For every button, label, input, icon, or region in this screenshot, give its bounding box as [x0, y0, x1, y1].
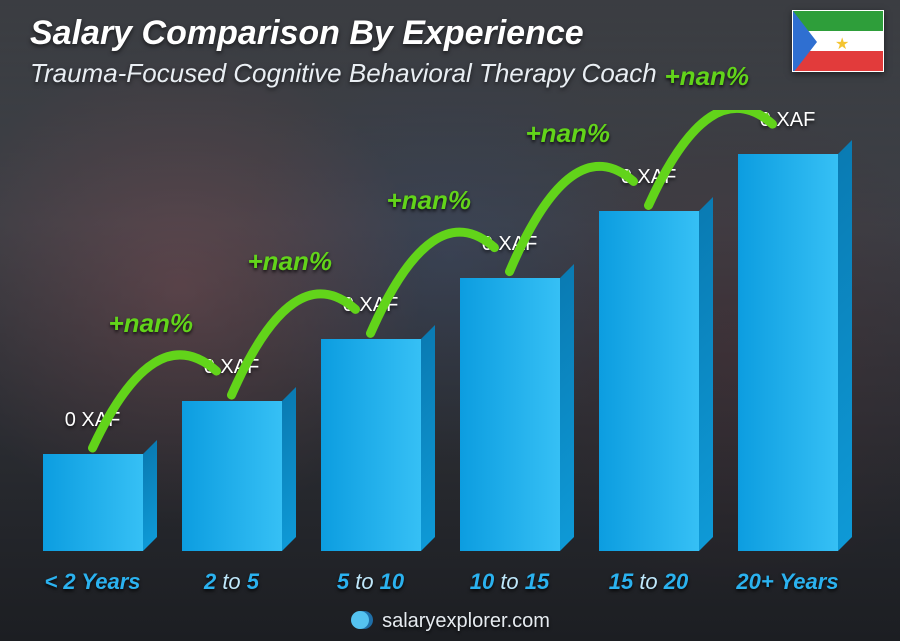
bar-column: 0 XAF	[308, 110, 433, 551]
bar-column: 0 XAF	[725, 110, 850, 551]
delta-label: +nan%	[248, 246, 333, 277]
bar-chart: 0 XAF 0 XAF 0 XAF 0 XAF 0 XAF 0 XAF +nan% +nan…	[30, 110, 850, 551]
x-axis-label: 20+ Years	[725, 569, 850, 595]
bar-value-label: 0 XAF	[760, 109, 816, 132]
bar	[43, 454, 143, 551]
bar-column: 0 XAF	[586, 110, 711, 551]
bar	[738, 154, 838, 551]
bar-column: 0 XAF	[447, 110, 572, 551]
chart-title: Salary Comparison By Experience	[30, 14, 584, 53]
bar-value-label: 0 XAF	[621, 166, 677, 189]
x-axis-label: 5 to 10	[308, 569, 433, 595]
bar	[321, 339, 421, 551]
bar-value-label: 0 XAF	[204, 356, 260, 379]
delta-label: +nan%	[387, 185, 472, 216]
bar-value-label: 0 XAF	[343, 294, 399, 317]
x-axis-labels: < 2 Years 2 to 5 5 to 10 10 to 15 15 to 20 20…	[30, 569, 850, 595]
bar	[182, 401, 282, 551]
x-axis-label: 2 to 5	[169, 569, 294, 595]
bar-value-label: 0 XAF	[482, 233, 538, 256]
flag-triangle-icon: ★	[793, 11, 884, 72]
x-axis-label: 10 to 15	[447, 569, 572, 595]
chart-subtitle: Trauma-Focused Cognitive Behavioral Ther…	[30, 58, 657, 89]
footer: salaryexplorer.com	[0, 608, 900, 633]
x-axis-label: < 2 Years	[30, 569, 155, 595]
delta-label: +nan%	[665, 61, 750, 92]
svg-text:★: ★	[835, 36, 849, 53]
country-flag-icon: ★	[792, 10, 884, 72]
bar-value-label: 0 XAF	[65, 409, 121, 432]
footer-text: salaryexplorer.com	[382, 610, 550, 632]
bar	[460, 278, 560, 551]
salaryexplorer-logo-icon	[350, 608, 374, 632]
delta-label: +nan%	[109, 308, 194, 339]
infographic-stage: Salary Comparison By Experience Trauma-F…	[0, 0, 900, 641]
bar	[599, 211, 699, 551]
delta-label: +nan%	[526, 118, 611, 149]
x-axis-label: 15 to 20	[586, 569, 711, 595]
